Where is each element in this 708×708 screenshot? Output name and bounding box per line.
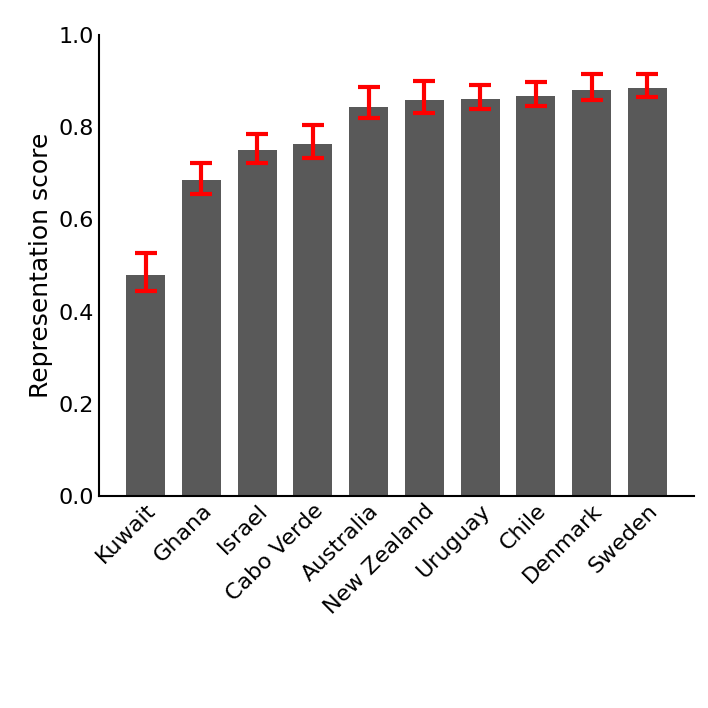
- Bar: [126, 275, 165, 496]
- Bar: [238, 151, 277, 496]
- Bar: [349, 107, 388, 496]
- Bar: [572, 90, 611, 496]
- Bar: [293, 144, 332, 496]
- Bar: [182, 181, 221, 496]
- Y-axis label: Representation score: Representation score: [29, 133, 53, 398]
- Bar: [628, 88, 667, 496]
- Bar: [461, 99, 500, 496]
- Bar: [516, 96, 555, 496]
- Bar: [405, 100, 444, 496]
